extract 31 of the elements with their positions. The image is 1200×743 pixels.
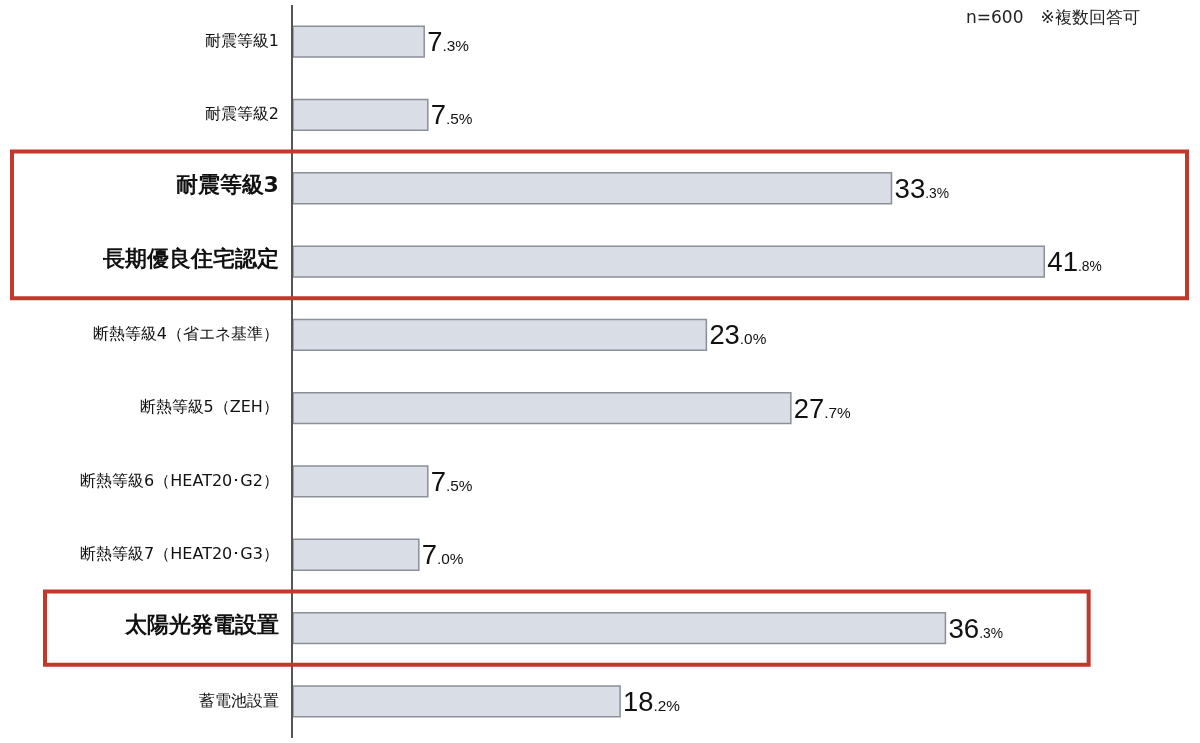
bar <box>293 25 425 58</box>
bar <box>293 98 429 132</box>
bar <box>293 465 429 498</box>
data-label: 41.8% <box>1047 246 1102 278</box>
bar <box>293 392 792 425</box>
y-tick-label: 耐震等級3 <box>175 172 279 198</box>
y-tick-label: 断熱等級6（HEAT20･G2） <box>80 470 279 490</box>
data-label: 7.5% <box>430 99 473 131</box>
data-label: 18.2% <box>623 685 681 717</box>
bar <box>293 685 621 718</box>
data-label: 23.0% <box>709 319 767 351</box>
bar <box>293 611 947 645</box>
y-tick-label: 太陽光発電設置 <box>123 612 279 638</box>
y-tick-label: 断熱等級4（省エネ基準） <box>92 324 279 344</box>
data-label: 33.3% <box>894 172 950 204</box>
bar <box>293 318 708 351</box>
y-tick-label: 断熱等級7（HEAT20･G3） <box>80 543 279 563</box>
y-tick-label: 断熱等級5（ZEH） <box>139 397 279 417</box>
data-label: 7.3% <box>427 26 470 58</box>
data-label: 27.7% <box>793 392 852 424</box>
bar <box>293 245 1046 278</box>
data-label: 36.3% <box>948 612 1003 644</box>
y-tick-label: 耐震等級2 <box>204 104 279 124</box>
data-label: 7.5% <box>430 465 473 497</box>
y-tick-label: 蓄電池設置 <box>198 690 279 710</box>
y-tick-label: 長期優良住宅認定 <box>101 245 279 271</box>
data-label: 7.0% <box>421 539 464 571</box>
annotation: n=600 ※複数回答可 <box>966 7 1140 27</box>
bar <box>293 538 420 571</box>
bar <box>293 172 893 205</box>
y-tick-label: 耐震等級1 <box>204 30 279 50</box>
